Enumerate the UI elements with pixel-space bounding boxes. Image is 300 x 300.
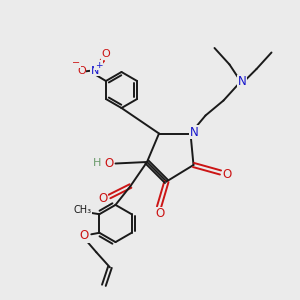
- Text: O: O: [80, 229, 89, 242]
- Text: H: H: [93, 158, 101, 169]
- Text: O: O: [104, 157, 113, 170]
- Text: O: O: [223, 167, 232, 181]
- Text: O: O: [101, 49, 110, 59]
- Text: CH₃: CH₃: [74, 205, 92, 215]
- Text: O: O: [77, 65, 86, 76]
- Text: N: N: [238, 75, 247, 88]
- Text: +: +: [95, 61, 102, 70]
- Text: N: N: [190, 125, 199, 139]
- Text: −: −: [72, 58, 80, 68]
- Text: O: O: [98, 191, 107, 205]
- Text: N: N: [91, 65, 99, 76]
- Text: O: O: [155, 207, 164, 220]
